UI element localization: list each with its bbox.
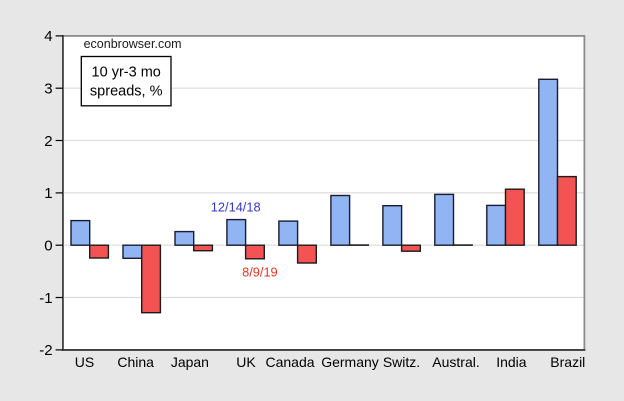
svg-text:-2: -2 [39,342,52,359]
svg-text:8/9/19: 8/9/19 [242,265,278,280]
svg-text:China: China [117,354,154,370]
svg-text:Germany: Germany [321,354,379,370]
svg-text:2: 2 [44,133,52,150]
svg-text:US: US [75,354,94,370]
svg-text:UK: UK [236,354,256,370]
svg-text:Austral.: Austral. [432,354,479,370]
svg-text:India: India [496,354,527,370]
svg-text:10 yr-3 mo: 10 yr-3 mo [92,64,161,80]
svg-text:Switz.: Switz. [383,354,420,370]
svg-text:spreads, %: spreads, % [90,84,163,100]
svg-text:12/14/18: 12/14/18 [211,200,261,215]
svg-text:econbrowser.com: econbrowser.com [84,37,182,51]
svg-text:0: 0 [44,238,52,255]
svg-text:4: 4 [44,28,52,45]
svg-text:Brazil: Brazil [550,354,585,370]
svg-text:Canada: Canada [265,354,314,370]
svg-text:-1: -1 [39,290,52,307]
svg-text:3: 3 [44,81,52,98]
svg-text:1: 1 [44,185,52,202]
svg-text:Japan: Japan [171,354,209,370]
